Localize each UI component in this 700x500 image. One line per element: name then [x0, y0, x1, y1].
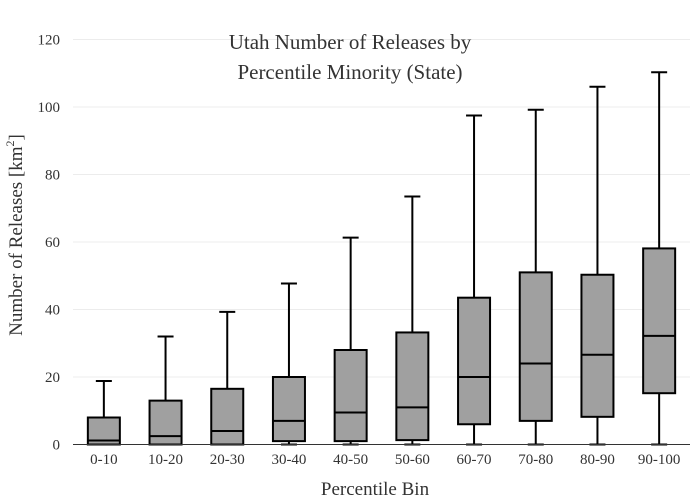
y-tick-label-120: 120 [38, 33, 61, 49]
y-tick-labels: 0 20 40 60 80 100 120 [38, 33, 61, 454]
y-tick-label-20: 20 [45, 370, 60, 386]
y-tick-label-100: 100 [38, 100, 61, 116]
chart-title-line-2-text: Percentile Minority (State) [237, 60, 463, 84]
box-10-20 [148, 335, 183, 446]
box-60-70 [457, 114, 492, 446]
y-axis-title-end: ] [6, 134, 27, 140]
box-20-30 [210, 310, 245, 446]
box-40-50 [333, 236, 368, 446]
chart-title-line-2: Percentile Minority (State) [0, 60, 700, 85]
y-tick-label-80: 80 [45, 168, 60, 184]
box-50-60 [395, 195, 430, 446]
y-tick-label-40: 40 [45, 303, 60, 319]
y-axis-title-superscript: 2 [3, 140, 17, 146]
box-iqr [148, 399, 183, 446]
box-iqr [642, 247, 677, 395]
box-80-90 [580, 85, 615, 446]
y-axis-title: Number of Releases [km2] [3, 134, 27, 336]
box-0-10 [86, 380, 121, 446]
x-tick-label-50-60: 50-60 [395, 452, 430, 468]
box-iqr [333, 349, 368, 443]
y-tick-label-60: 60 [45, 235, 60, 251]
chart-title-line-1-text: Utah Number of Releases by [228, 30, 472, 54]
x-tick-label-20-30: 20-30 [210, 452, 245, 468]
y-axis-title-main: Number of Releases [km [6, 146, 27, 336]
x-tick-label-30-40: 30-40 [271, 452, 306, 468]
x-tick-labels: 0-10 10-20 20-30 30-40 40-50 50-60 60-70 70-80 8… [90, 452, 680, 468]
x-tick-label-40-50: 40-50 [333, 452, 368, 468]
x-axis-title: Percentile Bin [321, 479, 430, 500]
x-tick-label-10-20: 10-20 [148, 452, 183, 468]
box-iqr [457, 296, 492, 426]
box-iqr [518, 271, 553, 422]
box-70-80 [518, 108, 553, 446]
x-tick-label-80-90: 80-90 [580, 452, 615, 468]
box-iqr [580, 273, 615, 418]
boxes [86, 71, 677, 446]
x-tick-label-0-10: 0-10 [90, 452, 118, 468]
box-30-40 [271, 282, 306, 446]
x-tick-label-90-100: 90-100 [638, 452, 681, 468]
box-iqr [395, 331, 430, 442]
box-iqr [210, 387, 245, 446]
y-tick-label-0: 0 [53, 438, 61, 454]
box-90-100 [642, 71, 677, 446]
x-tick-label-60-70: 60-70 [457, 452, 492, 468]
chart-title-line-1: Utah Number of Releases by [0, 30, 700, 55]
x-tick-label-70-80: 70-80 [518, 452, 553, 468]
box-iqr [271, 376, 306, 443]
